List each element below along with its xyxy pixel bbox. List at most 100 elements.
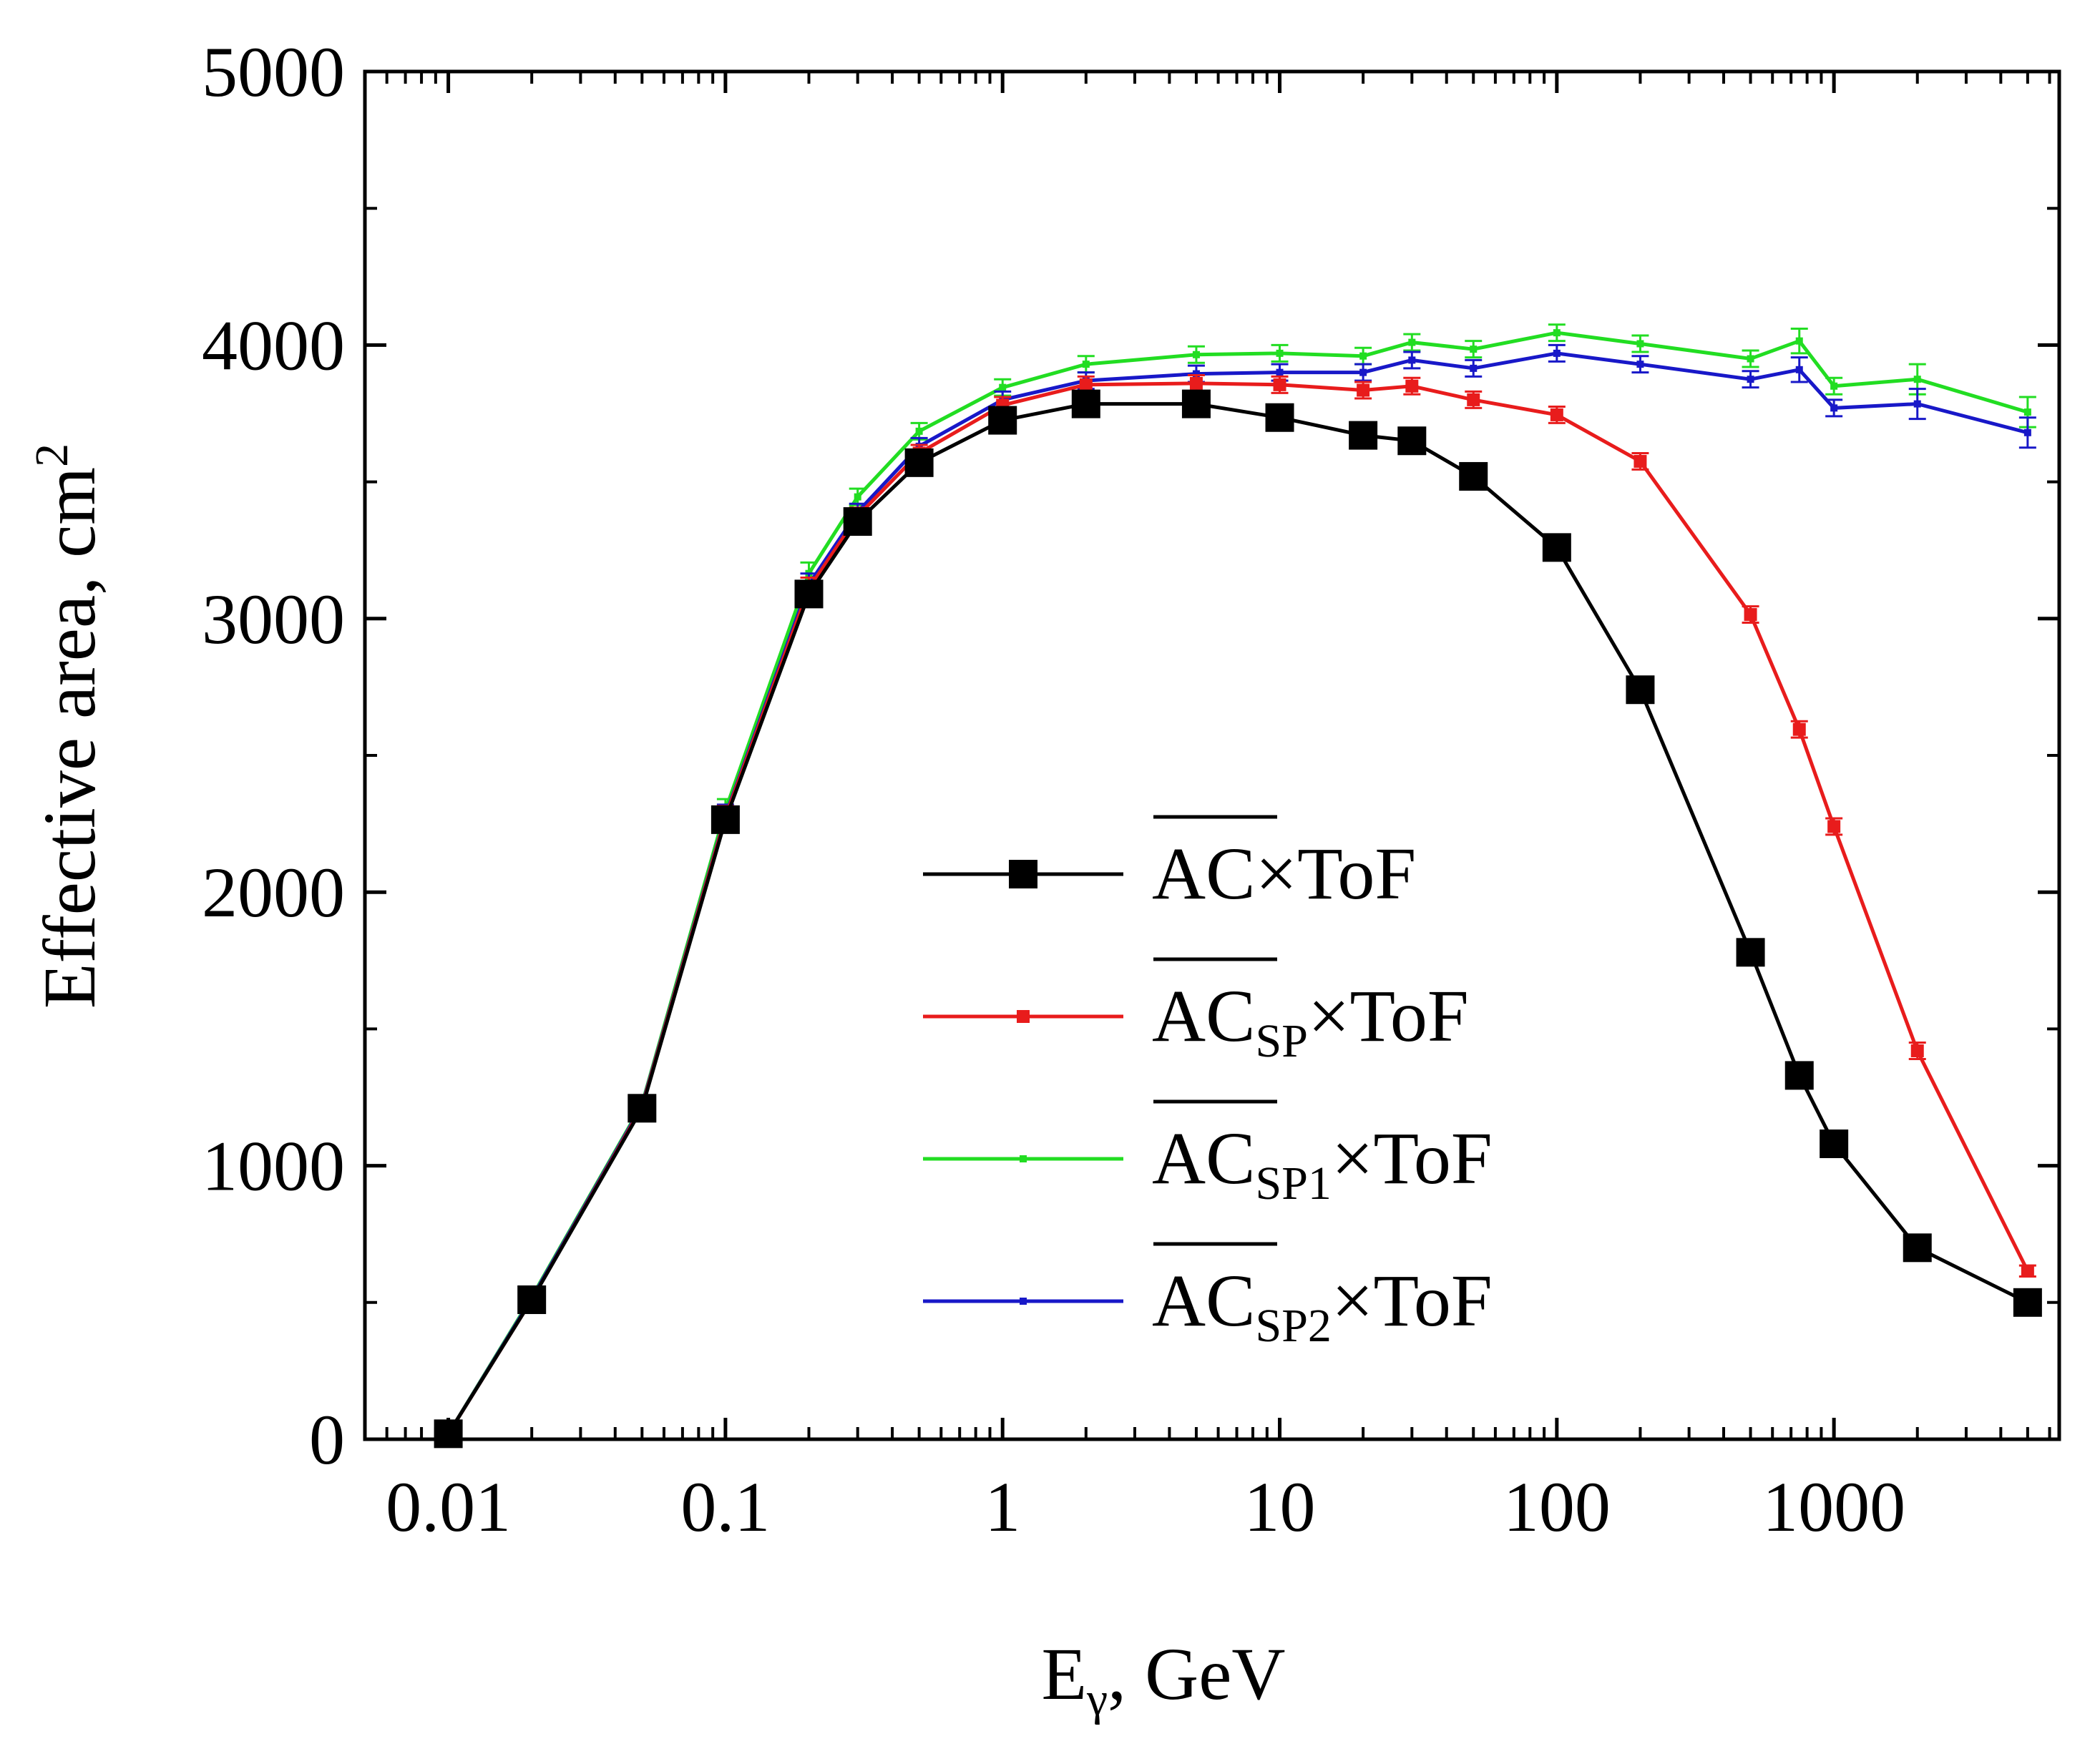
legend-label-base: AC bbox=[1152, 1260, 1255, 1342]
data-point bbox=[915, 427, 923, 435]
legend-label: ACSP1×ToF bbox=[1152, 1117, 1493, 1210]
legend-marker bbox=[1020, 1298, 1027, 1305]
data-point bbox=[1359, 368, 1367, 376]
data-point bbox=[1359, 352, 1367, 360]
legend-label: ACSP×ToF bbox=[1152, 975, 1469, 1067]
data-point bbox=[1082, 361, 1090, 368]
series-layer bbox=[434, 323, 2042, 1449]
data-point bbox=[517, 1285, 547, 1314]
x-tick-label: 10 bbox=[1244, 1467, 1316, 1547]
data-point bbox=[1181, 389, 1211, 418]
data-point bbox=[1408, 356, 1416, 364]
data-point bbox=[904, 448, 934, 477]
data-point bbox=[1553, 329, 1561, 337]
plot-frame-layer bbox=[363, 69, 2061, 1441]
legend-label-base: AC bbox=[1152, 1117, 1255, 1200]
data-point bbox=[1397, 426, 1427, 456]
legend-marker bbox=[1017, 1010, 1030, 1023]
y-tick-label: 2000 bbox=[202, 853, 345, 932]
legend-item-0: AC×ToF bbox=[923, 815, 1416, 915]
data-point bbox=[2023, 428, 2031, 436]
legend-marker bbox=[1020, 1155, 1027, 1162]
data-point bbox=[1542, 533, 1571, 562]
data-point bbox=[434, 1419, 463, 1449]
data-point bbox=[1820, 1130, 1849, 1159]
legend-label-rest: ×ToF bbox=[1332, 1117, 1493, 1200]
y-tick-label: 5000 bbox=[202, 32, 345, 112]
data-point bbox=[1276, 349, 1284, 357]
data-point bbox=[1830, 382, 1838, 390]
y-tick-label: 0 bbox=[309, 1400, 345, 1479]
data-point bbox=[1408, 338, 1416, 346]
data-point bbox=[988, 406, 1017, 435]
data-point bbox=[1349, 421, 1378, 450]
data-point bbox=[1636, 361, 1644, 368]
x-tick-label: 1000 bbox=[1762, 1467, 1905, 1547]
legend-marker bbox=[1009, 860, 1037, 888]
data-point bbox=[1910, 1044, 1924, 1057]
data-point bbox=[1795, 337, 1803, 345]
data-point bbox=[854, 493, 861, 501]
legend-label: AC×ToF bbox=[1152, 833, 1416, 915]
data-point bbox=[1830, 404, 1838, 412]
y-tick-label: 1000 bbox=[202, 1127, 345, 1206]
data-point bbox=[627, 1094, 657, 1123]
data-point bbox=[1470, 364, 1478, 372]
x-axis-title: Eγ, GeV bbox=[1041, 1633, 1285, 1725]
data-point bbox=[1189, 376, 1203, 390]
data-point bbox=[794, 579, 824, 609]
legend-label-subscript: SP bbox=[1255, 1015, 1307, 1067]
data-point bbox=[1633, 454, 1647, 468]
legend-label-base: AC bbox=[1152, 975, 1255, 1057]
y-tick-label: 4000 bbox=[202, 305, 345, 385]
data-point bbox=[999, 383, 1007, 391]
data-point bbox=[843, 507, 872, 536]
legend-label-rest: ×ToF bbox=[1255, 833, 1416, 915]
legend-item-1: ACSP×ToF bbox=[923, 957, 1469, 1067]
data-point bbox=[1192, 370, 1200, 378]
data-point bbox=[1405, 379, 1419, 393]
data-point bbox=[1736, 938, 1765, 967]
data-point bbox=[1276, 368, 1284, 376]
data-point bbox=[1744, 608, 1757, 622]
axis-ticks-layer: 0 1000 2000 3000 4000 5000 0.01 0.1 1 10 100 1000 bbox=[202, 32, 2059, 1547]
data-point bbox=[2021, 1264, 2034, 1278]
data-point bbox=[1550, 408, 1563, 421]
data-point bbox=[1747, 355, 1754, 363]
data-point bbox=[1470, 346, 1478, 353]
data-point bbox=[1357, 383, 1370, 397]
data-point bbox=[1079, 378, 1093, 391]
data-point bbox=[1553, 349, 1561, 357]
series-0 bbox=[434, 389, 2042, 1449]
x-tick-label: 100 bbox=[1503, 1467, 1611, 1547]
data-point bbox=[1192, 351, 1200, 358]
x-tick-label: 0.01 bbox=[386, 1467, 511, 1547]
legend-label-rest: ×ToF bbox=[1332, 1260, 1493, 1342]
data-point bbox=[1273, 378, 1286, 391]
data-point bbox=[1265, 403, 1294, 432]
y-axis-title: Effective area, cm2 bbox=[26, 444, 111, 1009]
data-point bbox=[1913, 400, 1921, 408]
data-point bbox=[1459, 461, 1488, 491]
data-point bbox=[1903, 1233, 1932, 1263]
data-point bbox=[1792, 722, 1806, 736]
legend-label-subscript: SP1 bbox=[1255, 1157, 1331, 1210]
data-point bbox=[1467, 393, 1480, 406]
data-point bbox=[1913, 376, 1921, 383]
x-tick-label: 1 bbox=[985, 1467, 1020, 1547]
legend-label-base: AC bbox=[1152, 833, 1255, 915]
data-point bbox=[1626, 675, 1655, 705]
legend-label-rest: ×ToF bbox=[1308, 975, 1469, 1057]
data-point bbox=[1827, 820, 1841, 833]
data-point bbox=[1747, 376, 1754, 383]
data-point bbox=[2013, 1288, 2042, 1317]
data-point bbox=[1071, 389, 1100, 418]
data-point bbox=[2023, 408, 2031, 416]
y-tick-label: 3000 bbox=[202, 579, 345, 659]
legend-item-3: ACSP2×ToF bbox=[923, 1242, 1493, 1352]
data-point bbox=[1784, 1061, 1814, 1090]
legend-item-2: ACSP1×ToF bbox=[923, 1099, 1493, 1210]
legend-label: ACSP2×ToF bbox=[1152, 1260, 1493, 1352]
